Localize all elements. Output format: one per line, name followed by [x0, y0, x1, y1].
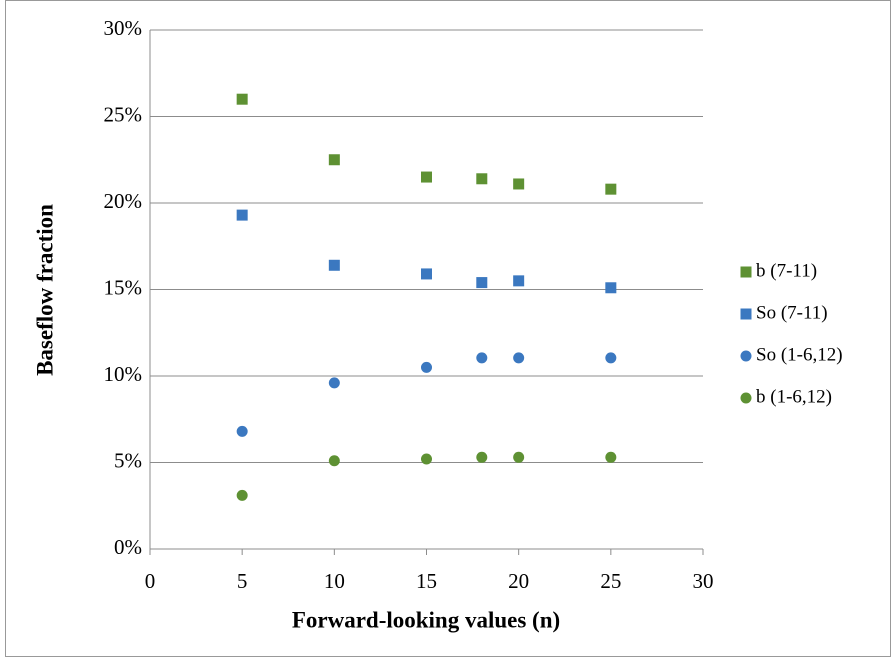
x-tick-label: 10: [324, 569, 345, 593]
legend-marker: [740, 392, 752, 404]
y-tick-label: 20%: [104, 189, 143, 213]
x-tick-label: 5: [237, 569, 248, 593]
data-point: [328, 377, 340, 389]
data-point: [236, 489, 248, 501]
data-point: [513, 352, 525, 364]
data-point: [421, 361, 432, 373]
data-point: [421, 171, 432, 183]
x-axis-title: Forward-looking values (n): [292, 607, 560, 632]
chart-border: [5, 0, 891, 657]
data-point: [236, 425, 248, 437]
data-point: [328, 154, 340, 166]
data-point: [513, 178, 525, 190]
x-tick-label: 15: [416, 569, 437, 593]
y-axis-title: Baseflow fraction: [32, 204, 57, 376]
data-point: [421, 268, 432, 280]
data-point: [476, 277, 488, 289]
data-point: [605, 282, 617, 294]
data-point: [236, 93, 248, 105]
y-tick-label: 25%: [104, 102, 143, 126]
data-point: [476, 451, 488, 463]
data-point: [476, 173, 488, 185]
data-point: [328, 455, 340, 467]
data-point: [605, 183, 617, 195]
y-tick-label: 15%: [104, 275, 143, 299]
data-point: [605, 451, 617, 463]
data-point: [513, 275, 525, 287]
x-tick-label: 20: [508, 569, 529, 593]
x-tick-label: 0: [145, 569, 156, 593]
data-point: [513, 451, 525, 463]
legend-label: So (7-11): [756, 302, 828, 323]
data-point: [421, 453, 432, 465]
data-point: [328, 259, 340, 271]
x-tick-label: 25: [600, 569, 621, 593]
x-tick-label: 30: [693, 569, 714, 593]
legend-marker: [740, 308, 752, 320]
legend-label: b (1-6,12): [756, 386, 832, 407]
y-tick-label: 30%: [104, 16, 143, 40]
y-tick-label: 10%: [104, 362, 143, 386]
data-point: [476, 352, 488, 364]
legend-marker: [740, 350, 752, 362]
legend-label: b (7-11): [756, 260, 817, 281]
y-tick-label: 0%: [114, 535, 142, 559]
legend-label: So (1-6,12): [756, 344, 843, 365]
y-tick-label: 5%: [114, 448, 142, 472]
legend-marker: [740, 266, 752, 278]
data-point: [605, 352, 617, 364]
data-point: [236, 209, 248, 221]
